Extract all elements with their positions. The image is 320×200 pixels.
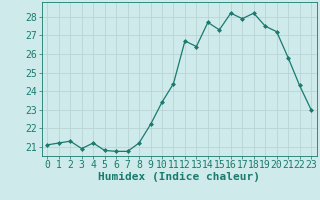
X-axis label: Humidex (Indice chaleur): Humidex (Indice chaleur) <box>98 172 260 182</box>
